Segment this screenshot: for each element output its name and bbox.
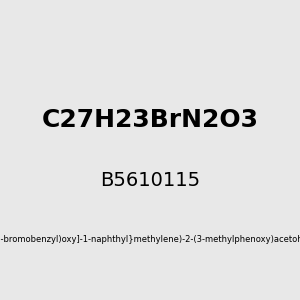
Text: C27H23BrN2O3: C27H23BrN2O3 bbox=[41, 108, 259, 132]
Text: N'-({2-[(3-bromobenzyl)oxy]-1-naphthyl}methylene)-2-(3-methylphenoxy)acetohydraz: N'-({2-[(3-bromobenzyl)oxy]-1-naphthyl}m… bbox=[0, 236, 300, 244]
Text: B5610115: B5610115 bbox=[100, 170, 200, 190]
